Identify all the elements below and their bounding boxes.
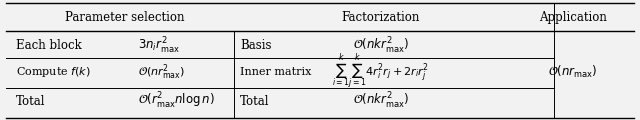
Text: Compute $f(k)$: Compute $f(k)$ bbox=[16, 65, 91, 79]
Text: $\mathcal{O}(nr_{\mathrm{max}}^2)$: $\mathcal{O}(nr_{\mathrm{max}}^2)$ bbox=[138, 62, 184, 82]
Text: $\mathcal{O}(nkr_{\mathrm{max}}^2)$: $\mathcal{O}(nkr_{\mathrm{max}}^2)$ bbox=[353, 36, 409, 56]
Text: Inner matrix: Inner matrix bbox=[240, 67, 312, 77]
Text: Total: Total bbox=[16, 95, 45, 108]
Text: Each block: Each block bbox=[16, 39, 82, 52]
Text: Application: Application bbox=[539, 11, 607, 24]
Text: Basis: Basis bbox=[240, 39, 271, 52]
Text: $3n_i r_{\mathrm{max}}^2$: $3n_i r_{\mathrm{max}}^2$ bbox=[138, 36, 180, 56]
Text: Parameter selection: Parameter selection bbox=[65, 11, 184, 24]
Text: Factorization: Factorization bbox=[342, 11, 420, 24]
Text: $\mathcal{O}(nkr_{\mathrm{max}}^2)$: $\mathcal{O}(nkr_{\mathrm{max}}^2)$ bbox=[353, 91, 409, 111]
Text: Total: Total bbox=[240, 95, 269, 108]
Text: $\mathcal{O}(nr_{\mathrm{max}})$: $\mathcal{O}(nr_{\mathrm{max}})$ bbox=[548, 64, 598, 80]
Text: $\sum_{i=1}^{k}\sum_{j=1}^{k} 4r_i^2 r_j + 2r_i r_j^2$: $\sum_{i=1}^{k}\sum_{j=1}^{k} 4r_i^2 r_j… bbox=[332, 52, 429, 92]
Text: $\mathcal{O}(r_{\mathrm{max}}^2 n \log n)$: $\mathcal{O}(r_{\mathrm{max}}^2 n \log n… bbox=[138, 91, 214, 111]
